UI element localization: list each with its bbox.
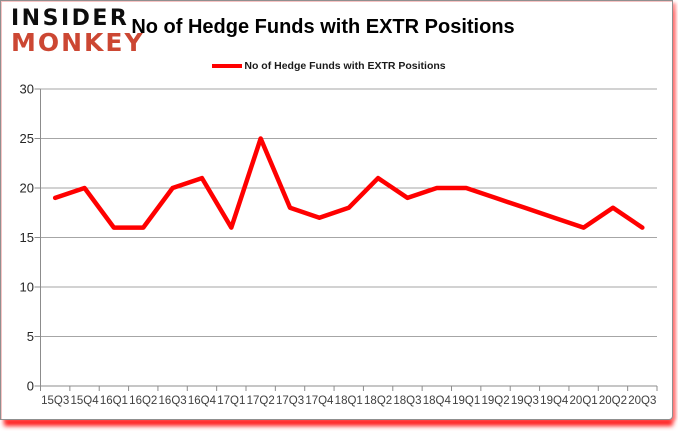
insider-monkey-logo: INSIDER MONKEY [11,6,145,57]
x-axis-label: 19Q4 [540,395,569,407]
x-axis-label: 16Q1 [100,395,128,407]
y-axis-label: 10 [20,280,34,295]
x-axis-label: 16Q3 [159,395,187,407]
logo-text-monkey: MONKEY [11,28,145,57]
series-line [52,136,645,230]
y-axis-label: 15 [20,230,34,245]
logo-text-insider: INSIDER [11,6,130,31]
x-axis-label: 18Q4 [423,395,452,407]
x-axis-label: 17Q1 [217,395,245,407]
x-axis-label: 16Q2 [129,395,157,407]
x-axis-label: 15Q4 [70,395,99,407]
x-axis-label: 17Q2 [247,395,275,407]
x-axis-label: 17Q3 [276,395,304,407]
x-axis-label: 15Q3 [41,395,69,407]
x-axis-label: 20Q2 [599,395,627,407]
legend: No of Hedge Funds with EXTR Positions [0,60,665,72]
chart-title: No of Hedge Funds with EXTR Positions [131,16,515,38]
legend-label: No of Hedge Funds with EXTR Positions [244,60,446,72]
x-axis-label: 16Q4 [188,395,217,407]
legend-line-swatch [212,64,243,68]
x-axis-label: 18Q1 [335,395,363,407]
y-axis-label: 5 [27,329,34,344]
chart-frame: INSIDER MONKEY No of Hedge Funds with EX… [0,0,673,420]
x-axis-label: 18Q2 [364,395,392,407]
x-axis-label: 20Q3 [628,395,656,407]
y-axis-label: 0 [27,379,34,394]
x-axis-label: 18Q3 [393,395,421,407]
x-axis-label: 19Q3 [511,395,539,407]
x-axis-label: 20Q1 [570,395,598,407]
x-axis-label: 19Q2 [481,395,509,407]
x-axis-label: 19Q1 [452,395,480,407]
x-axis-label: 17Q4 [305,395,334,407]
y-axis-label: 30 [20,82,34,97]
y-axis-label: 20 [20,181,34,196]
line-chart-plot: 0 5 10 15 20 25 30 15Q3 15Q4 16Q1 16Q2 16Q3 16Q4 17Q1… [20,82,658,407]
y-axis-label: 25 [20,131,34,146]
